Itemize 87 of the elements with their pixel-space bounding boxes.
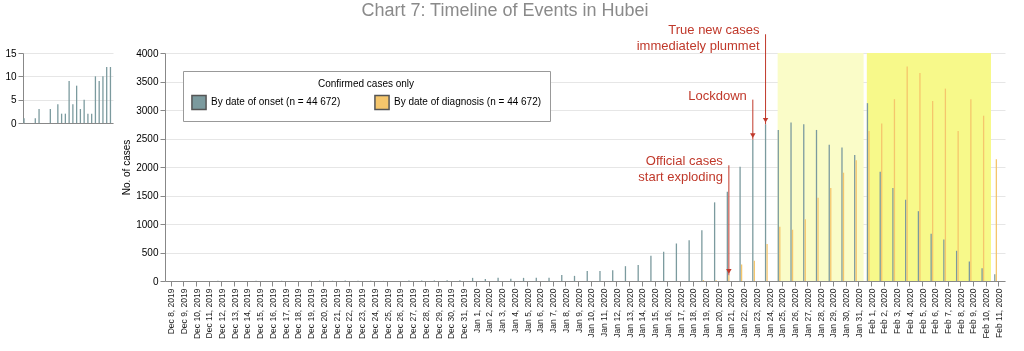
x-tick-label: Dec 17, 2019 — [280, 288, 291, 340]
x-tick-label: Dec 26, 2019 — [395, 288, 406, 340]
x-tick-label: Jan 12, 2020 — [611, 288, 622, 338]
y-axis-title: No. of cases — [121, 139, 133, 196]
x-tick-label: Dec 18, 2019 — [293, 288, 304, 340]
x-tick-label: Dec 23, 2019 — [357, 288, 368, 340]
x-tick-label: Feb 8, 2020 — [955, 288, 966, 334]
x-tick-label: Feb 5, 2020 — [917, 288, 928, 334]
y-tick-label: 1000 — [136, 218, 159, 230]
x-tick-label: Jan 1, 2020 — [471, 288, 482, 333]
x-tick-label: Jan 28, 2020 — [815, 288, 826, 338]
x-tick-label: Jan 26, 2020 — [790, 288, 801, 338]
x-tick-label: Jan 7, 2020 — [548, 288, 559, 333]
y-tick-label: 5 — [10, 94, 17, 106]
x-tick-label: Jan 13, 2020 — [624, 288, 635, 338]
x-tick-label: Jan 18, 2020 — [688, 288, 699, 338]
x-tick-label: Jan 3, 2020 — [497, 288, 508, 333]
y-tick-label: 15 — [5, 47, 17, 59]
y-tick-label: 0 — [152, 275, 159, 287]
x-tick-label: Jan 24, 2020 — [764, 288, 775, 338]
x-tick-label: Jan 9, 2020 — [573, 288, 584, 333]
x-tick-label: Jan 10, 2020 — [586, 288, 597, 338]
x-tick-label: Jan 23, 2020 — [751, 288, 762, 338]
annotation: True new cases immediately plummet — [636, 22, 761, 54]
legend-title: Confirmed cases only — [317, 78, 415, 89]
x-tick-label: Dec 24, 2019 — [369, 288, 380, 340]
x-tick-label: Jan 30, 2020 — [841, 288, 852, 338]
x-tick-label: Jan 25, 2020 — [777, 288, 788, 338]
x-tick-label: Dec 13, 2019 — [229, 288, 240, 340]
x-tick-label: Dec 27, 2019 — [408, 288, 419, 340]
x-tick-label: Jan 19, 2020 — [701, 288, 711, 338]
x-tick-label: Feb 1, 2020 — [866, 288, 877, 334]
legend-label: By date of diagnosis (n = 44 672) — [394, 96, 542, 108]
y-tick-label: 4000 — [136, 47, 159, 59]
x-tick-label: Jan 21, 2020 — [726, 288, 737, 338]
x-tick-label: Jan 29, 2020 — [828, 288, 839, 338]
x-tick-label: Feb 2, 2020 — [879, 288, 890, 334]
x-tick-label: Jan 17, 2020 — [675, 288, 686, 338]
x-tick-label: Dec 11, 2019 — [204, 288, 215, 339]
x-tick-label: Dec 8, 2019 — [166, 288, 177, 335]
x-tick-label: Jan 8, 2020 — [560, 288, 571, 333]
x-tick-label: Dec 15, 2019 — [255, 288, 266, 340]
annotation: Official cases start exploding — [638, 153, 724, 185]
x-tick-label: Feb 10, 2020 — [981, 288, 992, 339]
x-tick-label: Feb 7, 2020 — [943, 288, 953, 334]
x-tick-label: Dec 12, 2019 — [217, 288, 227, 340]
x-tick-label: Jan 15, 2020 — [650, 288, 661, 338]
y-tick-label: 3000 — [136, 104, 159, 116]
x-tick-label: Dec 22, 2019 — [344, 288, 355, 340]
x-tick-label: Jan 20, 2020 — [713, 288, 724, 338]
y-tick-label: 500 — [141, 247, 159, 258]
x-tick-label: Jan 22, 2020 — [739, 288, 750, 338]
x-tick-label: Feb 9, 2020 — [968, 288, 979, 334]
x-tick-label: Dec 20, 2019 — [318, 288, 329, 340]
x-tick-label: Feb 4, 2020 — [904, 288, 915, 334]
x-tick-label: Dec 19, 2019 — [306, 288, 317, 340]
x-tick-label: Dec 10, 2019 — [191, 288, 202, 340]
x-tick-label: Jan 4, 2020 — [509, 288, 520, 333]
x-tick-label: Dec 14, 2019 — [242, 288, 253, 340]
x-tick-label: Jan 16, 2020 — [662, 288, 673, 338]
x-tick-label: Jan 6, 2020 — [535, 288, 546, 333]
annotation: Lockdown — [688, 87, 747, 103]
x-tick-label: Dec 28, 2019 — [420, 288, 431, 340]
x-tick-label: Jan 27, 2020 — [802, 288, 813, 338]
x-tick-label: Dec 29, 2019 — [433, 288, 444, 340]
x-tick-label: Dec 16, 2019 — [267, 288, 278, 340]
x-tick-label: Jan 11, 2020 — [599, 288, 610, 338]
x-tick-label: Feb 3, 2020 — [892, 288, 903, 334]
x-tick-label: Jan 31, 2020 — [853, 288, 864, 338]
x-tick-label: Dec 21, 2019 — [331, 288, 342, 340]
legend-label: By date of onset (n = 44 672) — [211, 96, 341, 108]
x-tick-label: Feb 6, 2020 — [930, 288, 941, 334]
x-tick-label: Jan 5, 2020 — [522, 288, 533, 333]
x-tick-label: Jan 14, 2020 — [637, 288, 648, 338]
y-tick-label: 0 — [10, 117, 17, 129]
x-tick-label: Dec 25, 2019 — [382, 288, 393, 340]
y-tick-label: 1500 — [136, 190, 159, 201]
x-tick-label: Dec 30, 2019 — [446, 288, 457, 340]
x-tick-label: Dec 9, 2019 — [178, 288, 189, 335]
y-tick-label: 2000 — [136, 161, 159, 173]
x-tick-label: Jan 2, 2020 — [484, 288, 495, 333]
y-tick-label: 2500 — [136, 133, 159, 144]
x-tick-label: Feb 11, 2020 — [993, 288, 1004, 338]
y-tick-label: 10 — [5, 70, 17, 82]
x-tick-label: Dec 31, 2019 — [459, 288, 469, 340]
chart-title: Chart 7: Timeline of Events in Hubei — [361, 0, 649, 21]
y-tick-label: 3500 — [136, 76, 159, 87]
